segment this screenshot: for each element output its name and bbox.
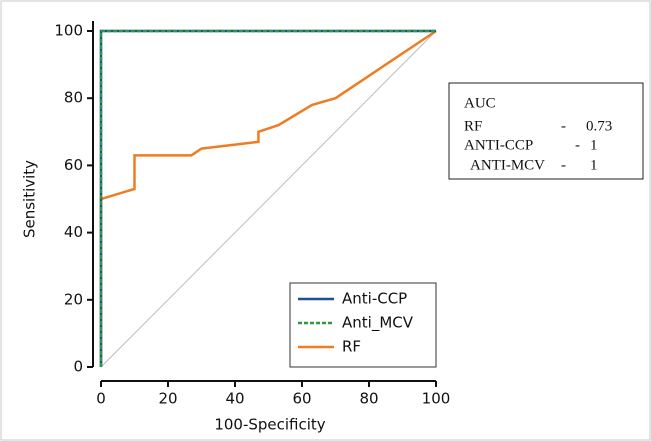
auc-label: ANTI-MCV: [470, 157, 545, 173]
y-tick-label: 100: [54, 22, 83, 40]
x-tick-label: 100: [422, 390, 451, 408]
roc-line: [99, 29, 436, 367]
legend: Anti-CCP Anti_MCV RF: [289, 282, 437, 368]
auc-value: 1: [590, 157, 598, 173]
y-tick-label: 20: [64, 290, 83, 308]
auc-frame: [448, 82, 644, 180]
auc-title: AUC: [464, 95, 496, 111]
auc-value: 1: [590, 137, 598, 153]
legend-label: RF: [342, 338, 361, 356]
y-tick-label: 0: [73, 358, 83, 376]
auc-label: ANTI-CCP: [464, 137, 533, 153]
auc-sep: -: [575, 137, 580, 153]
auc-sep: -: [561, 118, 566, 134]
y-tick-label: 80: [64, 89, 83, 107]
y-tick-label: 60: [64, 156, 83, 174]
auc-box: AUC RF - 0.73 ANTI-CCP - 1 ANTI-MCV - 1: [448, 82, 644, 180]
y-axis-label: Sensitivity: [21, 160, 39, 238]
x-tick-label: 0: [96, 390, 106, 408]
x-tick-label: 20: [158, 390, 177, 408]
auc-value: 0.73: [586, 118, 612, 134]
auc-label: RF: [464, 118, 482, 134]
legend-label: Anti-CCP: [342, 290, 407, 308]
roc-line: [99, 29, 437, 367]
legend-label: Anti_MCV: [342, 314, 414, 333]
x-axis-label: 100-Specificity: [214, 416, 325, 434]
x-tick-label: 60: [292, 390, 311, 408]
x-tick-label: 40: [225, 390, 244, 408]
y-tick-label: 40: [64, 223, 83, 241]
reference-line: [100, 30, 437, 368]
auc-sep: -: [561, 157, 566, 173]
legend-frame: [289, 282, 437, 368]
x-tick-label: 80: [359, 390, 378, 408]
